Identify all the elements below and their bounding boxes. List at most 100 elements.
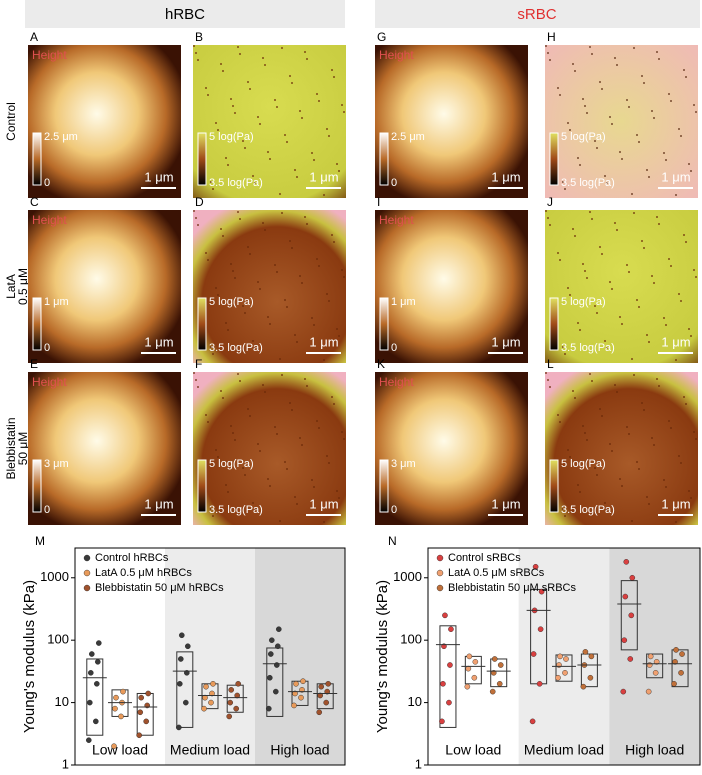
speckle xyxy=(313,486,315,488)
speckle xyxy=(254,509,256,511)
panel-letter: F xyxy=(195,357,202,371)
image-content xyxy=(545,45,698,198)
speckle xyxy=(336,328,338,330)
speckle xyxy=(569,294,571,296)
data-point xyxy=(201,705,207,712)
speckle xyxy=(606,347,608,349)
speckle xyxy=(343,111,345,113)
speckle xyxy=(653,444,655,446)
image-content xyxy=(28,45,181,198)
data-point xyxy=(325,681,332,687)
speckle xyxy=(197,59,199,61)
legend-label: Blebbistatin 50 μM hRBCs xyxy=(95,582,224,594)
speckle xyxy=(269,485,271,487)
speckle xyxy=(247,408,249,410)
speckle xyxy=(636,134,638,136)
speckle xyxy=(276,433,278,435)
speckle xyxy=(626,99,628,101)
speckle xyxy=(311,479,313,481)
panel-letter: G xyxy=(377,30,386,44)
data-point xyxy=(138,694,144,701)
speckle xyxy=(559,421,561,423)
colorbar xyxy=(379,132,389,186)
speckle xyxy=(313,324,315,326)
speckle xyxy=(646,496,648,498)
speckle xyxy=(559,94,561,96)
speckle xyxy=(557,252,559,254)
speckle xyxy=(306,385,308,387)
speckle xyxy=(559,259,561,261)
speckle xyxy=(547,379,549,381)
category-label: Low load xyxy=(92,742,148,758)
speckle xyxy=(633,212,635,214)
box xyxy=(555,654,573,682)
image-label: Height xyxy=(379,48,414,62)
colorbar-bottom: 0 xyxy=(391,504,397,516)
speckle xyxy=(318,427,320,429)
speckle xyxy=(239,380,241,382)
speckle xyxy=(257,443,259,445)
speckle xyxy=(294,334,296,336)
colorbar-bottom: 3.5 log(Pa) xyxy=(561,177,615,189)
data-point xyxy=(446,699,452,706)
box xyxy=(620,580,638,651)
data-point xyxy=(209,690,215,697)
speckle xyxy=(274,426,276,428)
image-label: Height xyxy=(379,213,414,227)
speckle xyxy=(237,211,239,213)
speckle xyxy=(205,87,207,89)
speckle xyxy=(197,224,199,226)
speckle xyxy=(326,455,328,457)
data-point xyxy=(496,681,503,687)
speckle xyxy=(341,104,343,106)
speckle xyxy=(680,135,682,137)
data-point xyxy=(588,653,595,660)
data-point xyxy=(440,681,446,687)
data-point xyxy=(96,640,102,646)
speckle xyxy=(294,169,296,171)
data-point xyxy=(227,699,233,706)
speckle xyxy=(299,275,301,277)
scale-label: 1 μm xyxy=(144,334,173,349)
speckle xyxy=(274,264,276,266)
panel-letter: I xyxy=(377,195,380,209)
speckle xyxy=(230,263,232,265)
box xyxy=(671,649,689,688)
speckle xyxy=(631,520,633,522)
image-label: Height xyxy=(32,213,67,227)
speckle xyxy=(675,521,677,523)
speckle xyxy=(631,193,633,195)
speckle xyxy=(579,329,581,331)
data-point xyxy=(86,737,92,743)
data-point xyxy=(472,659,479,665)
row-label: LatA xyxy=(4,274,18,299)
speckle xyxy=(621,323,623,325)
speckle xyxy=(582,263,584,265)
data-point xyxy=(266,674,273,681)
speckle xyxy=(680,462,682,464)
speckle xyxy=(638,306,640,308)
speckle xyxy=(264,391,266,393)
speckle xyxy=(286,468,288,470)
speckle xyxy=(311,152,313,154)
speckle xyxy=(545,45,547,47)
speckle xyxy=(249,88,251,90)
data-point xyxy=(176,681,183,687)
speckle xyxy=(609,116,611,118)
speckle xyxy=(259,123,261,125)
colorbar-top: 5 log(Pa) xyxy=(209,458,254,470)
speckle xyxy=(567,122,569,124)
speckle xyxy=(343,438,345,440)
speckle xyxy=(215,287,217,289)
data-point xyxy=(87,699,93,706)
header-bar xyxy=(25,0,345,28)
y-axis-title: Young's modulus (kPa) xyxy=(374,580,391,733)
speckle xyxy=(318,100,320,102)
speckle xyxy=(328,462,330,464)
speckle xyxy=(545,210,547,212)
image-content xyxy=(375,45,528,198)
colorbar-bottom: 0 xyxy=(44,177,50,189)
speckle xyxy=(567,449,569,451)
column-title: sRBC xyxy=(517,6,556,23)
speckle xyxy=(643,409,645,411)
